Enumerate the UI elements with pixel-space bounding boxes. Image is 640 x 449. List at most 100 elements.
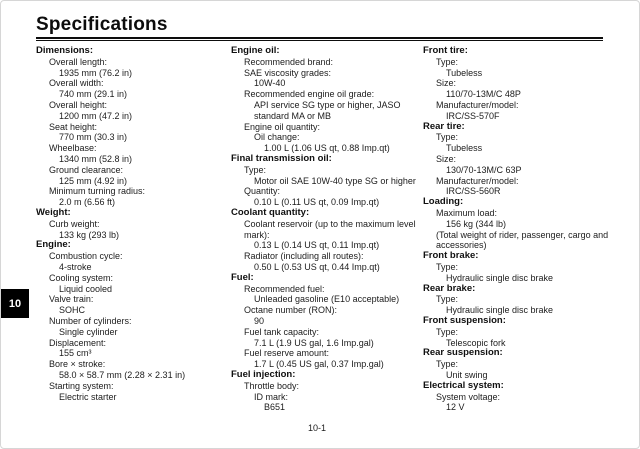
spec-line: Liquid cooled xyxy=(59,283,113,294)
spec-column: Dimensions: Overall length: 1935 mm (76.2 … xyxy=(36,45,231,402)
spec-line: SOHC xyxy=(59,305,86,316)
spec-line: 1340 mm (52.8 in) xyxy=(59,153,133,164)
spec-line: ID mark: xyxy=(254,391,289,402)
spec-line: Valve train: xyxy=(49,294,94,305)
spec-line: 133 kg (293 lb) xyxy=(59,229,120,240)
spec-line: 156 kg (344 lb) xyxy=(446,218,507,229)
spec-line: Manufacturer/model: xyxy=(436,175,519,186)
spec-line: Fuel tank capacity: xyxy=(244,326,320,337)
title-rule-thick-line xyxy=(36,37,603,39)
spec-line: 0.10 L (0.11 US qt, 0.09 Imp.qt) xyxy=(254,197,380,208)
spec-line: 1.7 L (0.45 US gal, 0.37 Imp.gal) xyxy=(254,359,384,370)
title-rule xyxy=(36,37,603,41)
section-heading: Electrical system: xyxy=(423,379,504,391)
spec-line: Motor oil SAE 10W-40 type SG or higher xyxy=(254,175,416,186)
spec-line: Type: xyxy=(436,261,459,272)
spec-line: 770 mm (30.3 in) xyxy=(59,132,128,143)
spec-line: Type: xyxy=(436,132,459,143)
spec-line: Displacement: xyxy=(49,337,107,348)
spec-line: Type: xyxy=(436,359,459,370)
spec-line: Minimum turning radius: xyxy=(49,186,146,197)
spec-line: Throttle body: xyxy=(244,380,300,391)
spec-line: 1935 mm (76.2 in) xyxy=(59,67,133,78)
section-heading: Fuel: xyxy=(231,271,254,283)
spec-line: 130/70-13M/C 63P xyxy=(446,164,522,175)
spec-line: 58.0 × 58.7 mm (2.28 × 2.31 in) xyxy=(59,369,186,380)
spec-line: Single cylinder xyxy=(59,326,118,337)
spec-line: mark): xyxy=(244,229,270,240)
spec-line: (Total weight of rider, passenger, cargo… xyxy=(436,229,609,240)
page-title: Specifications xyxy=(36,14,168,35)
spec-line: 1200 mm (47.2 in) xyxy=(59,110,133,121)
spec-line: Fuel reserve amount: xyxy=(244,348,330,359)
section-heading: Rear brake: xyxy=(423,282,476,294)
spec-line: IRC/SS-560R xyxy=(446,186,501,197)
spec-line: Hydraulic single disc brake xyxy=(446,272,554,283)
section-heading: Dimensions: xyxy=(36,45,94,56)
section-heading: Front brake: xyxy=(423,250,479,262)
spec-line: Overall width: xyxy=(49,78,104,89)
section-heading: Engine oil: xyxy=(231,45,280,56)
spec-line: Size: xyxy=(436,78,457,89)
spec-line: Coolant reservoir (up to the maximum lev… xyxy=(244,218,416,229)
spec-column: Engine oil: Recommended brand: SAE viscosi… xyxy=(231,45,423,413)
spec-line: Combustion cycle: xyxy=(49,251,123,262)
spec-line: accessories) xyxy=(436,240,487,251)
spec-line: 125 mm (4.92 in) xyxy=(59,175,128,186)
section-heading: Fuel injection: xyxy=(231,368,296,380)
spec-line: 4-stroke xyxy=(59,261,92,272)
spec-line: Quantity: xyxy=(244,186,281,197)
spec-line: Radiator (including all routes): xyxy=(244,251,364,262)
section-heading: Coolant quantity: xyxy=(231,206,310,218)
spec-line: Tubeless xyxy=(446,143,483,154)
spec-line: 0.13 L (0.14 US qt, 0.11 Imp.qt) xyxy=(254,240,380,251)
spec-line: Manufacturer/model: xyxy=(436,99,519,110)
spec-line: Number of cylinders: xyxy=(49,315,132,326)
spec-column: Front tire: Type: Tubeless Size: 110/70-13M/… xyxy=(423,45,613,413)
chapter-tab: 10 xyxy=(1,289,29,318)
spec-line: Engine oil quantity: xyxy=(244,121,321,132)
spec-line: Curb weight: xyxy=(49,218,100,229)
page-number: 10-1 xyxy=(307,423,326,433)
spec-line: System voltage: xyxy=(436,391,501,402)
section-heading: Front tire: xyxy=(423,45,468,56)
spec-line: 155 cm³ xyxy=(59,348,92,359)
spec-columns: Dimensions: Overall length: 1935 mm (76.2 … xyxy=(36,45,621,413)
section-heading: Engine: xyxy=(36,239,71,251)
spec-line: Cooling system: xyxy=(49,272,114,283)
spec-line: 7.1 L (1.9 US gal, 1.6 Imp.gal) xyxy=(254,337,374,348)
spec-line: Starting system: xyxy=(49,380,114,391)
spec-line: Seat height: xyxy=(49,121,98,132)
section-heading: Weight: xyxy=(36,206,71,218)
spec-line: 12 V xyxy=(446,402,465,413)
title-rule-thin-line xyxy=(36,40,603,41)
spec-line: 2.0 m (6.56 ft) xyxy=(59,197,116,208)
spec-line: API service SG type or higher, JASO xyxy=(254,99,401,110)
spec-line: Recommended fuel: xyxy=(244,283,325,294)
spec-line: 740 mm (29.1 in) xyxy=(59,89,128,100)
spec-line: standard MA or MB xyxy=(254,110,332,121)
spec-line: Wheelbase: xyxy=(49,143,97,154)
spec-line: Type: xyxy=(436,56,459,67)
spec-line: Type: xyxy=(244,164,267,175)
spec-line: Size: xyxy=(436,153,457,164)
spec-line: Overall length: xyxy=(49,56,108,67)
spec-line: Type: xyxy=(436,326,459,337)
spec-line: Type: xyxy=(436,294,459,305)
spec-line: SAE viscosity grades: xyxy=(244,67,332,78)
spec-line: Octane number (RON): xyxy=(244,305,338,316)
spec-line: 1.00 L (1.06 US qt, 0.88 Imp.qt) xyxy=(264,143,390,154)
spec-line: 90 xyxy=(254,315,265,326)
section-heading: Final transmission oil: xyxy=(231,152,332,164)
spec-line: Telescopic fork xyxy=(446,337,506,348)
spec-line: Ground clearance: xyxy=(49,164,124,175)
spec-line: Bore × stroke: xyxy=(49,359,106,370)
spec-line: IRC/SS-570F xyxy=(446,110,500,121)
spec-line: Oil change: xyxy=(254,132,300,143)
chapter-tab-number: 10 xyxy=(8,297,22,310)
spec-line: Unleaded gasoline (E10 acceptable) xyxy=(254,294,400,305)
spec-line: Maximum load: xyxy=(436,207,498,218)
spec-line: B651 xyxy=(264,402,286,413)
spec-line: Unit swing xyxy=(446,369,488,380)
